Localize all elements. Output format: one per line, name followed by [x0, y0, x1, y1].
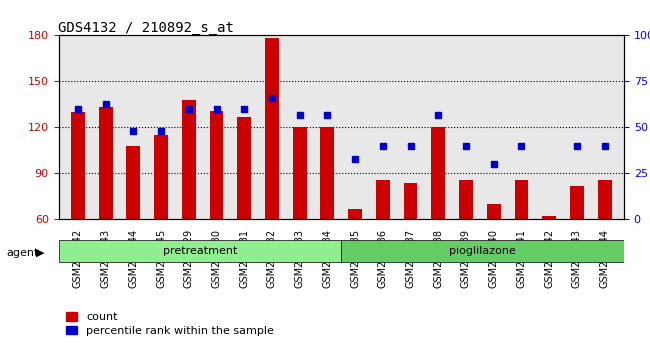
Legend: count, percentile rank within the sample: count, percentile rank within the sample: [64, 310, 276, 338]
Bar: [570, 186, 584, 219]
Bar: [432, 127, 445, 219]
Bar: [182, 100, 196, 219]
Text: pretreatment: pretreatment: [162, 246, 237, 256]
Bar: [320, 127, 334, 219]
Bar: [376, 179, 390, 219]
Text: ▶: ▶: [36, 248, 44, 258]
Bar: [237, 117, 251, 219]
FancyBboxPatch shape: [341, 240, 624, 263]
Bar: [99, 108, 112, 219]
Text: GDS4132 / 210892_s_at: GDS4132 / 210892_s_at: [58, 21, 235, 35]
Bar: [542, 216, 556, 219]
Bar: [459, 179, 473, 219]
Bar: [597, 179, 612, 219]
Bar: [292, 127, 307, 219]
Bar: [209, 110, 224, 219]
Bar: [265, 39, 279, 219]
Text: agent: agent: [6, 248, 39, 258]
Bar: [154, 135, 168, 219]
Bar: [348, 209, 362, 219]
Bar: [126, 146, 140, 219]
Bar: [515, 179, 528, 219]
Bar: [404, 183, 417, 219]
Text: pioglilazone: pioglilazone: [449, 246, 516, 256]
Bar: [487, 204, 501, 219]
Bar: [71, 112, 85, 219]
FancyBboxPatch shape: [58, 240, 341, 263]
